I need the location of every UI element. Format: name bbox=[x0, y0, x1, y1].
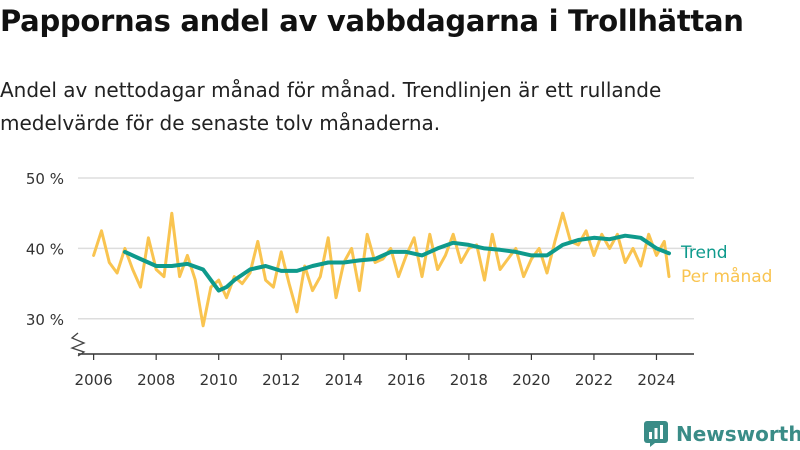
y-tick-label: 40 % bbox=[26, 240, 64, 258]
series-line-monthly bbox=[92, 211, 671, 328]
legend-label: Per månad bbox=[681, 266, 772, 287]
x-tick-label: 2006 bbox=[75, 371, 113, 389]
x-tick-label: 2010 bbox=[200, 371, 238, 389]
x-tick-label: 2024 bbox=[637, 371, 675, 389]
y-tick-label: 50 % bbox=[26, 170, 64, 188]
x-tick-label: 2018 bbox=[450, 371, 488, 389]
x-tick-label: 2012 bbox=[262, 371, 300, 389]
x-tick-label: 2014 bbox=[325, 371, 363, 389]
legend-label: Trend bbox=[680, 243, 728, 263]
x-tick-label: 2016 bbox=[387, 371, 425, 389]
x-tick-label: 2008 bbox=[137, 371, 175, 389]
series-line-trend bbox=[122, 233, 671, 293]
x-tick-label: 2022 bbox=[575, 371, 613, 389]
brand-logo: Newsworthy bbox=[644, 419, 800, 449]
newsworthy-logo-icon bbox=[644, 421, 668, 447]
x-tick-label: 2020 bbox=[512, 371, 550, 389]
y-tick-label: 30 % bbox=[26, 311, 64, 329]
chart-subtitle: Andel av nettodagar månad för månad. Tre… bbox=[0, 78, 662, 135]
brand-name: Newsworthy bbox=[676, 422, 800, 446]
page-title: Pappornas andel av vabbdagarna i Trollhä… bbox=[0, 4, 744, 38]
axis-break-icon bbox=[70, 332, 86, 357]
